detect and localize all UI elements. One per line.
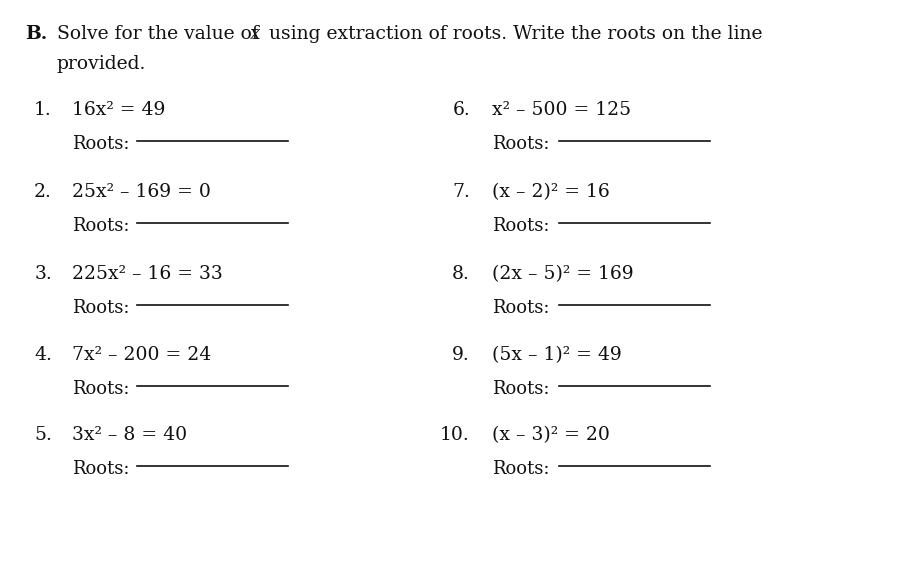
- Text: Roots:: Roots:: [72, 135, 129, 153]
- Text: 16x² = 49: 16x² = 49: [72, 101, 165, 119]
- Text: (x – 2)² = 16: (x – 2)² = 16: [492, 183, 609, 201]
- Text: Roots:: Roots:: [72, 380, 129, 398]
- Text: 9.: 9.: [452, 346, 469, 364]
- Text: (x – 3)² = 20: (x – 3)² = 20: [492, 426, 609, 444]
- Text: 8.: 8.: [452, 265, 469, 283]
- Text: 3.: 3.: [34, 265, 52, 283]
- Text: 2.: 2.: [34, 183, 52, 201]
- Text: 5.: 5.: [34, 426, 52, 444]
- Text: 1.: 1.: [34, 101, 52, 119]
- Text: (2x – 5)² = 169: (2x – 5)² = 169: [492, 265, 633, 283]
- Text: x: x: [249, 25, 260, 43]
- Text: Solve for the value of: Solve for the value of: [57, 25, 264, 43]
- Text: 225x² – 16 = 33: 225x² – 16 = 33: [72, 265, 223, 283]
- Text: Roots:: Roots:: [72, 299, 129, 317]
- Text: (5x – 1)² = 49: (5x – 1)² = 49: [492, 346, 621, 364]
- Text: Roots:: Roots:: [492, 217, 549, 235]
- Text: x² – 500 = 125: x² – 500 = 125: [492, 101, 630, 119]
- Text: 7x² – 200 = 24: 7x² – 200 = 24: [72, 346, 211, 364]
- Text: Roots:: Roots:: [72, 460, 129, 478]
- Text: 6.: 6.: [452, 101, 469, 119]
- Text: Roots:: Roots:: [72, 217, 129, 235]
- Text: Roots:: Roots:: [492, 135, 549, 153]
- Text: using extraction of roots. Write the roots on the line: using extraction of roots. Write the roo…: [262, 25, 761, 43]
- Text: Roots:: Roots:: [492, 460, 549, 478]
- Text: B.: B.: [25, 25, 47, 43]
- Text: 10.: 10.: [440, 426, 469, 444]
- Text: 7.: 7.: [452, 183, 469, 201]
- Text: Roots:: Roots:: [492, 299, 549, 317]
- Text: 3x² – 8 = 40: 3x² – 8 = 40: [72, 426, 187, 444]
- Text: provided.: provided.: [57, 55, 146, 73]
- Text: 25x² – 169 = 0: 25x² – 169 = 0: [72, 183, 211, 201]
- Text: 4.: 4.: [34, 346, 52, 364]
- Text: Roots:: Roots:: [492, 380, 549, 398]
